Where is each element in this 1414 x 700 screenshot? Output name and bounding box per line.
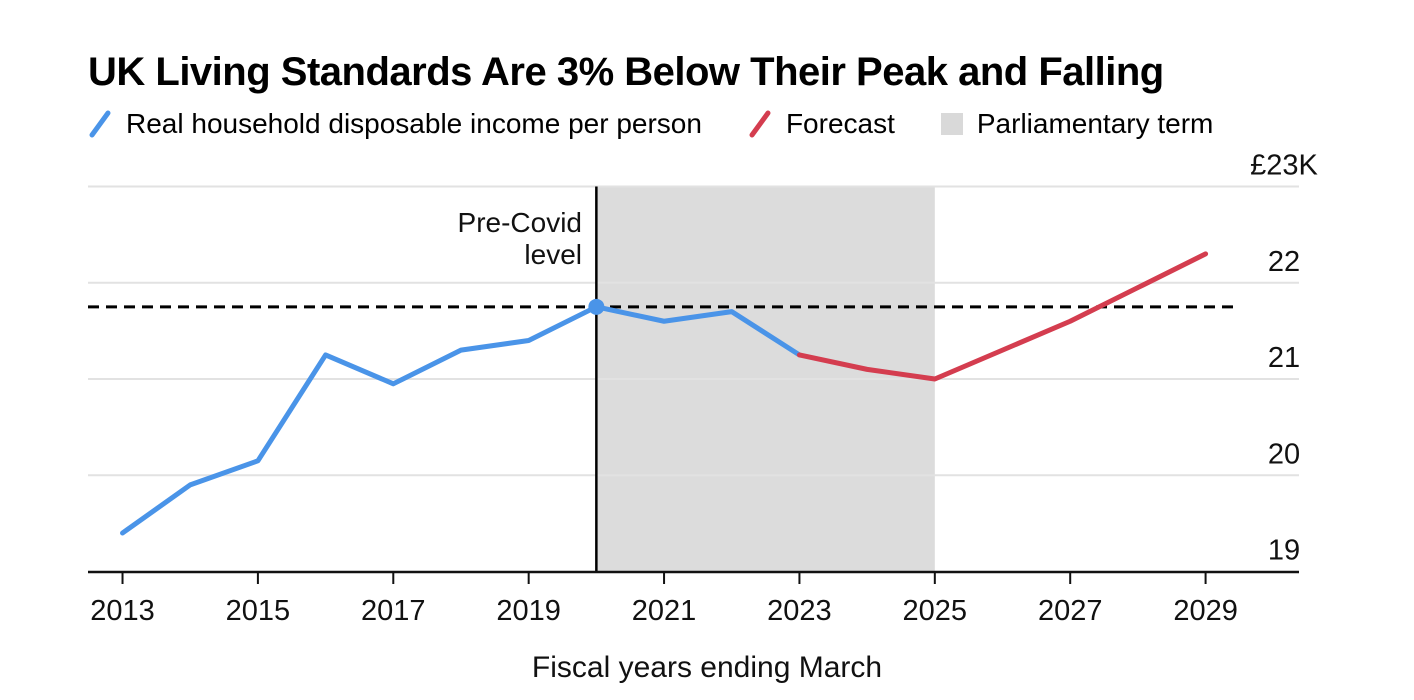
forecast-line [796, 251, 1209, 382]
y-tick-label-21: 21 [1268, 342, 1300, 374]
x-tick-label-2015: 2015 [226, 595, 291, 627]
parliamentary-term-swatch [940, 113, 963, 135]
chart-title: UK Living Standards Are 3% Below Their P… [88, 50, 1164, 94]
x-tick-label-2017: 2017 [361, 595, 426, 627]
x-tick-label-2021: 2021 [632, 595, 697, 627]
legend-item-forecast: Forecast [748, 108, 895, 140]
x-tick-label-2013: 2013 [90, 595, 155, 627]
legend-label-forecast: Forecast [785, 108, 895, 139]
x-tick-label-2029: 2029 [1173, 595, 1238, 627]
y-tick-label-20: 20 [1268, 438, 1300, 470]
forecast-line-slash-icon [749, 110, 771, 138]
y-tick-label-19: 19 [1268, 535, 1300, 567]
legend: Real household disposable income per per… [88, 108, 1213, 140]
pre-covid-level-annotation: Pre-Covid level [457, 207, 582, 271]
x-tick-label-2027: 2027 [1038, 595, 1103, 627]
legend-label-parliamentary-term: Parliamentary term [976, 108, 1214, 139]
pre-covid-peak-dot [588, 298, 605, 315]
legend-label-actual: Real household disposable income per per… [126, 108, 702, 139]
actual-income-line [120, 304, 802, 536]
actual-line-slash-icon [89, 110, 111, 138]
y-tick-label-23: £23K [1250, 150, 1318, 182]
x-axis-label: Fiscal years ending March [531, 651, 883, 684]
y-tick-label-22: 22 [1268, 246, 1300, 278]
legend-item-actual: Real household disposable income per per… [88, 108, 702, 140]
x-tick-label-2023: 2023 [767, 595, 832, 627]
x-tick-label-2025: 2025 [903, 595, 968, 627]
x-tick-label-2019: 2019 [496, 595, 561, 627]
legend-item-parliamentary-term: Parliamentary term [940, 108, 1214, 140]
